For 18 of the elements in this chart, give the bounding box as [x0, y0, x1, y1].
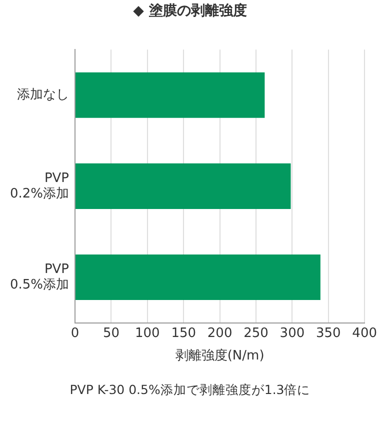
x-tick-label: 150	[171, 326, 196, 341]
x-tick-label: 400	[352, 326, 378, 341]
x-tick-label: 100	[135, 326, 160, 341]
bar	[76, 72, 265, 118]
x-tick-label: 0	[70, 326, 80, 341]
text: PVP K-30 0.5%添加で剥離強度が1.3倍に	[68, 382, 312, 399]
x-axis-title: 剥離強度(N/m)	[175, 348, 264, 364]
x-tick-label: 200	[207, 326, 232, 341]
x-tick-label: 350	[316, 326, 341, 341]
y-tick-label: PVP 0.2%添加	[10, 170, 70, 202]
x-tick-label: 50	[102, 326, 120, 341]
y-tick-label: PVP 0.5%添加	[10, 262, 70, 292]
x-tick-label: 300	[280, 326, 305, 341]
chart-title: ◆ 塗膜の剥離強度	[132, 2, 248, 20]
x-tick-label: 250	[244, 326, 268, 341]
bar	[76, 163, 291, 209]
bar	[76, 254, 320, 300]
y-tick-label: 添加なし	[17, 88, 70, 103]
